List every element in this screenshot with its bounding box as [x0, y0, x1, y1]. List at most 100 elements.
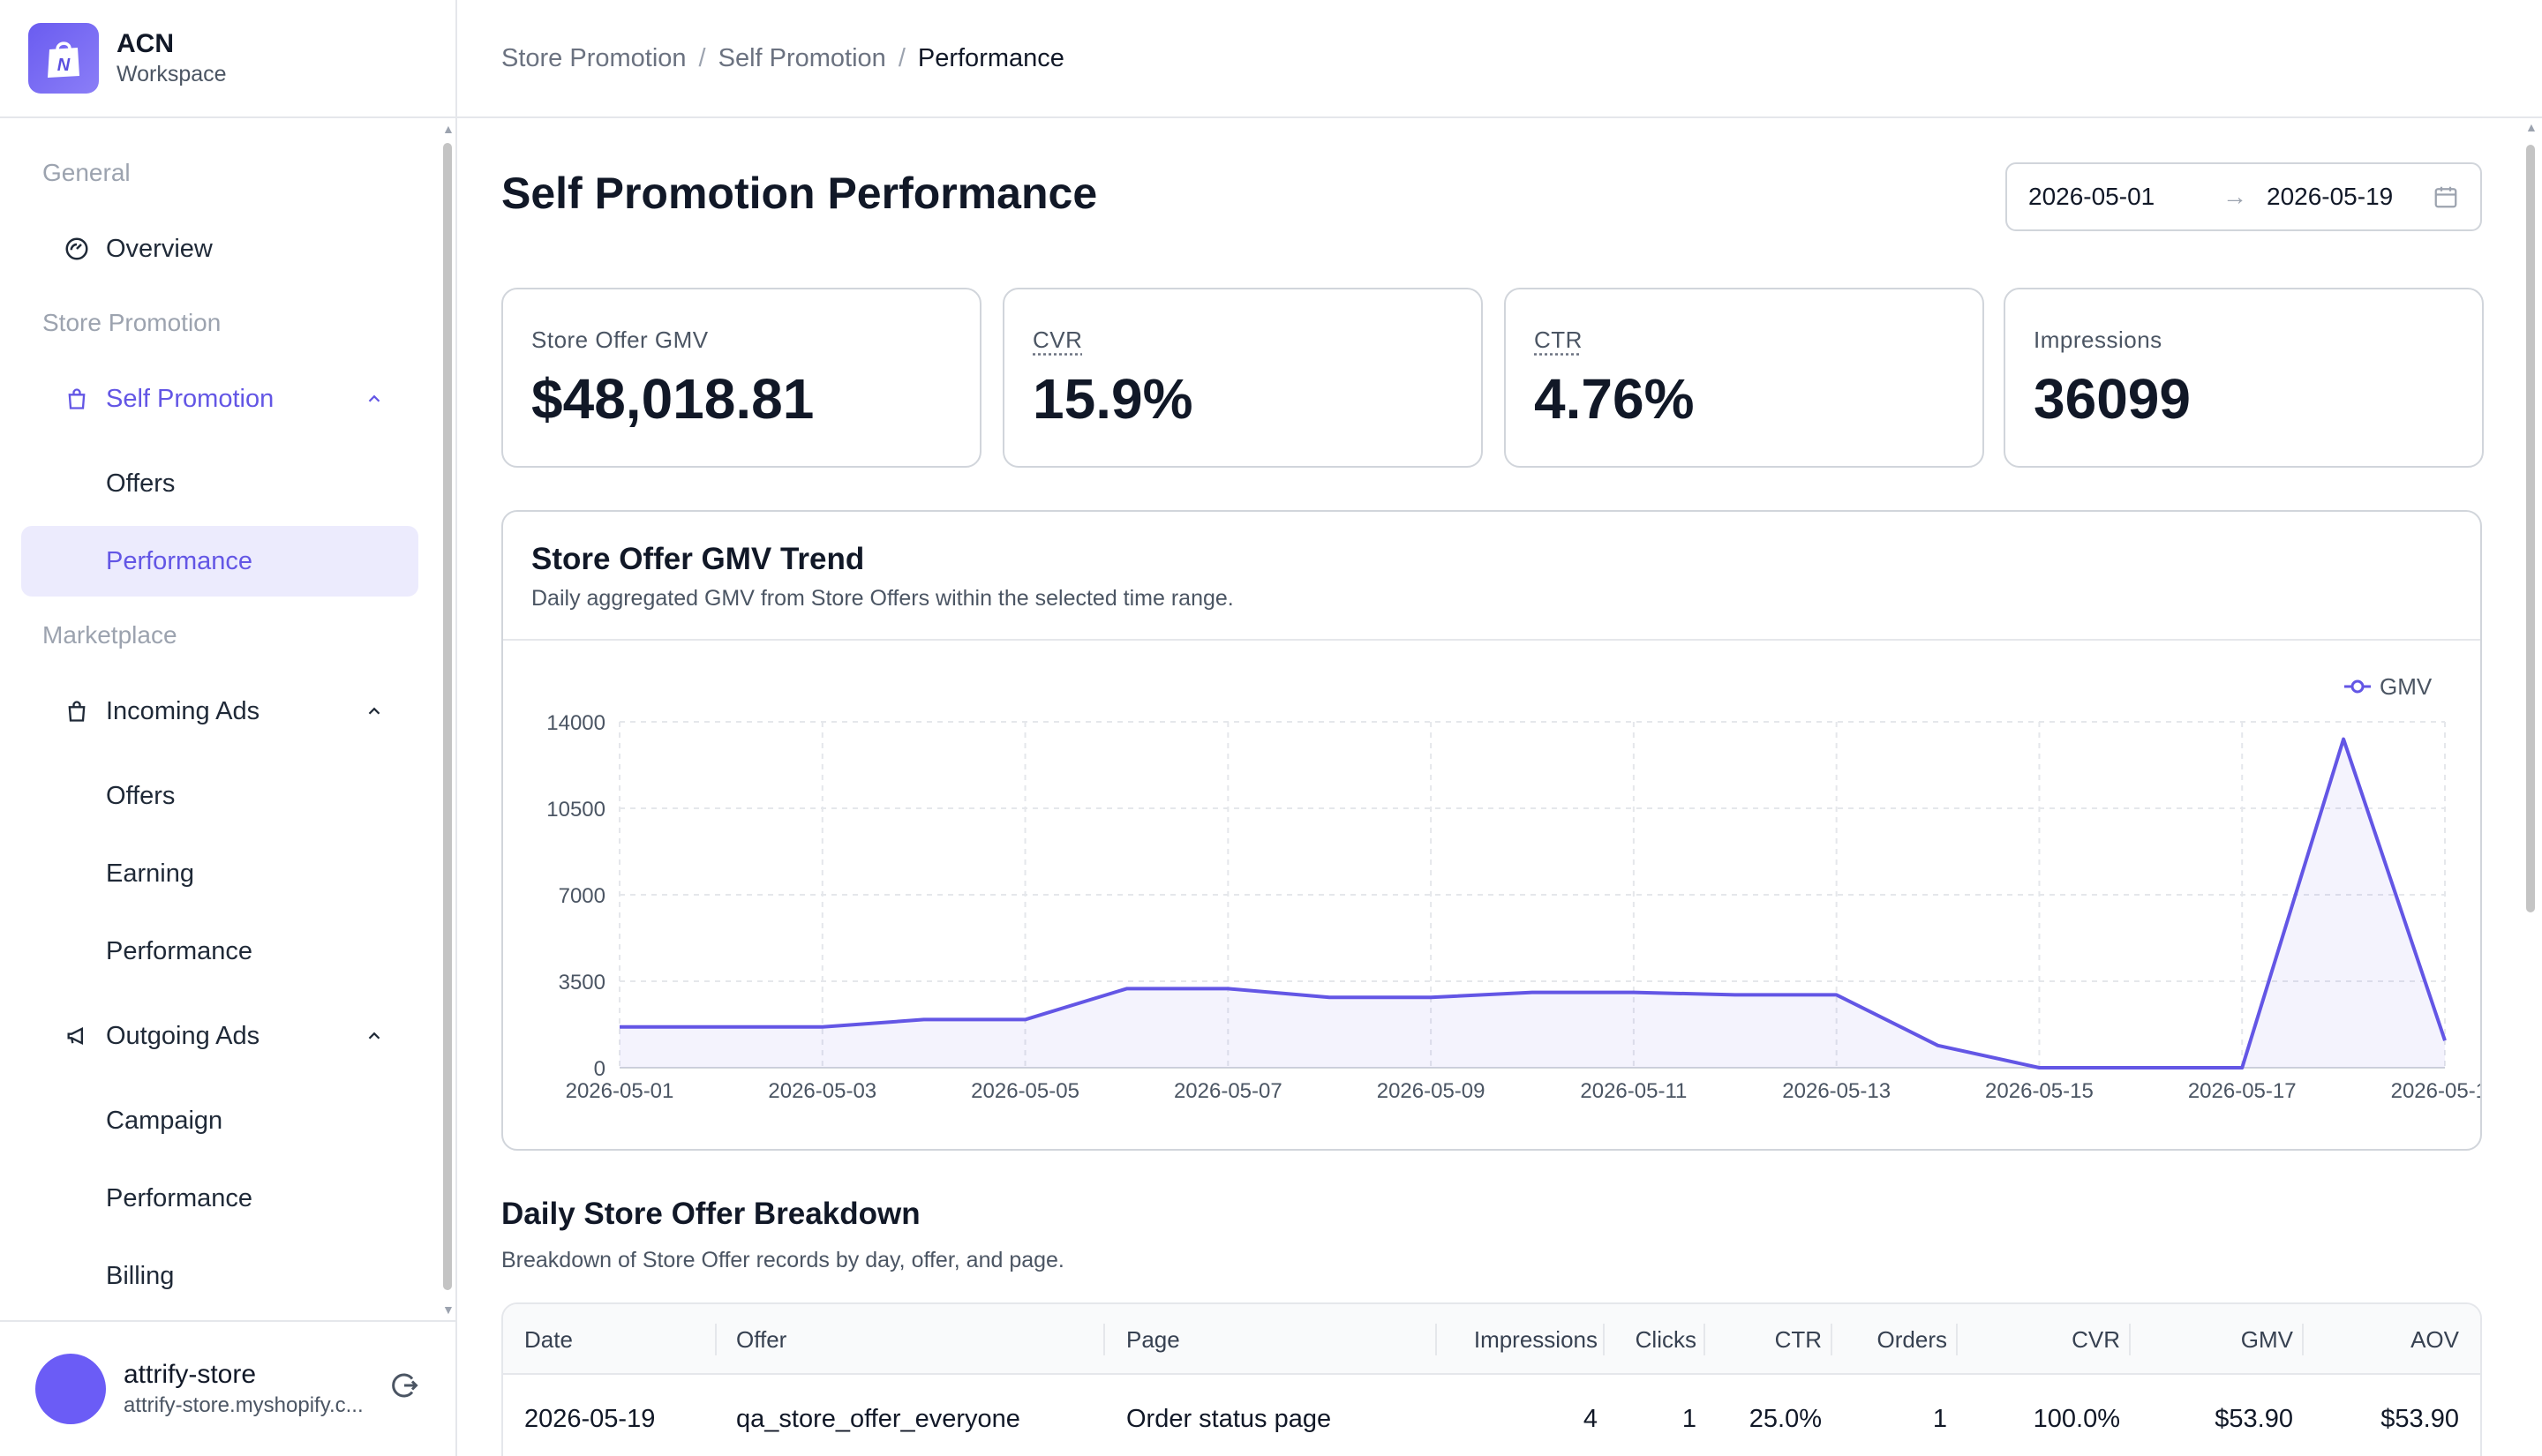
cell-offer: qa_store_offer_everyone	[736, 1375, 1020, 1456]
user-profile[interactable]: attrify-store attrify-store.myshopify.c.…	[0, 1320, 455, 1456]
column-divider[interactable]	[715, 1324, 717, 1355]
kpi-value: 15.9%	[1033, 366, 1453, 432]
kpi-label: Store Offer GMV	[531, 326, 951, 354]
breakdown-table: Date Offer Page Impressions Clicks CTR Orders C…	[501, 1302, 2482, 1456]
sidebar-item-label: Outgoing Ads	[106, 1022, 259, 1051]
cell-aov: $53.90	[2380, 1375, 2459, 1456]
breakdown-subtitle: Breakdown of Store Offer records by day,…	[501, 1248, 1064, 1273]
x-tick-label: 2026-05-13	[1782, 1079, 1891, 1103]
svg-text:N: N	[57, 56, 71, 75]
main-scrollbar[interactable]: ▲	[2521, 120, 2540, 1456]
sidebar-subitem-incoming-offers[interactable]: Offers	[21, 761, 418, 831]
breakdown-title: Daily Store Offer Breakdown	[501, 1197, 921, 1232]
column-divider[interactable]	[1831, 1324, 1832, 1355]
cell-date: 2026-05-19	[524, 1375, 655, 1456]
nav-section-marketplace: Marketplace	[42, 621, 177, 649]
user-domain: attrify-store.myshopify.c...	[124, 1392, 388, 1420]
column-divider[interactable]	[2129, 1324, 2131, 1355]
logout-icon[interactable]	[388, 1370, 424, 1405]
column-divider[interactable]	[1103, 1324, 1105, 1355]
x-tick-label: 2026-05-07	[1174, 1079, 1282, 1103]
table-row[interactable]: 2026-05-19 qa_store_offer_everyone Order s…	[503, 1375, 2480, 1456]
kpi-label[interactable]: CTR	[1534, 326, 1954, 354]
column-header-gmv[interactable]: GMV	[2241, 1304, 2293, 1375]
sidebar-subitem-outgoing-campaign[interactable]: Campaign	[21, 1085, 418, 1156]
cell-orders: 1	[1933, 1375, 1947, 1456]
breadcrumb-item-performance: Performance	[918, 44, 1064, 73]
scrollbar-thumb[interactable]	[2526, 145, 2535, 912]
sidebar-scrollbar[interactable]: ▲ ▼	[440, 118, 455, 1320]
column-header-cvr[interactable]: CVR	[2072, 1304, 2120, 1375]
sidebar-subitem-self-promotion-offers[interactable]: Offers	[21, 448, 418, 519]
gmv-trend-card: Store Offer GMV Trend Daily aggregated G…	[501, 510, 2482, 1151]
calendar-icon[interactable]	[2433, 184, 2461, 212]
sidebar-item-self-promotion[interactable]: Self Promotion	[21, 364, 418, 434]
column-header-page[interactable]: Page	[1126, 1304, 1180, 1375]
chevron-up-icon[interactable]	[362, 699, 387, 724]
end-date-input[interactable]: 2026-05-19	[2267, 183, 2393, 211]
breadcrumb: Store Promotion / Self Promotion / Perfo…	[457, 0, 2542, 118]
kpi-card-cvr: CVR 15.9%	[1003, 288, 1483, 468]
column-divider[interactable]	[2302, 1324, 2304, 1355]
page-title: Self Promotion Performance	[501, 168, 1097, 219]
brand-subtitle: Workspace	[117, 60, 227, 88]
x-tick-label: 2026-05-11	[1580, 1079, 1687, 1103]
chevron-up-icon[interactable]	[362, 1024, 387, 1048]
column-divider[interactable]	[1703, 1324, 1705, 1355]
breadcrumb-item-self-promotion[interactable]: Self Promotion	[718, 44, 886, 73]
kpi-value: 36099	[2034, 366, 2454, 432]
shopping-bag-icon	[62, 696, 92, 726]
sidebar-item-outgoing-ads[interactable]: Outgoing Ads	[21, 1001, 418, 1071]
x-tick-label: 2026-05-05	[971, 1079, 1079, 1103]
column-header-ctr[interactable]: CTR	[1775, 1304, 1822, 1375]
sidebar-subitem-outgoing-billing[interactable]: Billing	[21, 1241, 418, 1311]
kpi-value: 4.76%	[1534, 366, 1954, 432]
column-header-clicks[interactable]: Clicks	[1636, 1304, 1696, 1375]
date-range-picker[interactable]: 2026-05-01 → 2026-05-19	[2005, 162, 2482, 231]
column-divider[interactable]	[1956, 1324, 1958, 1355]
chart-title: Store Offer GMV Trend	[531, 542, 2452, 577]
y-tick-label: 3500	[559, 971, 605, 994]
kpi-card-impressions: Impressions 36099	[2004, 288, 2484, 468]
brand[interactable]: N ACN Workspace	[0, 0, 455, 118]
y-tick-label: 14000	[546, 711, 605, 735]
y-tick-label: 0	[594, 1057, 605, 1081]
kpi-label: Impressions	[2034, 326, 2454, 354]
sidebar-subitem-incoming-performance[interactable]: Performance	[21, 916, 418, 987]
kpi-value: $48,018.81	[531, 366, 951, 432]
column-header-orders[interactable]: Orders	[1877, 1304, 1947, 1375]
column-divider[interactable]	[1603, 1324, 1605, 1355]
shopping-bag-icon: N	[28, 23, 99, 94]
sidebar-item-overview[interactable]: Overview	[21, 214, 418, 284]
chevron-up-icon[interactable]	[362, 387, 387, 411]
scroll-down-arrow-icon[interactable]: ▼	[442, 1302, 455, 1317]
x-tick-label: 2026-05-01	[566, 1079, 674, 1103]
sidebar-subitem-incoming-earning[interactable]: Earning	[21, 838, 418, 909]
sidebar-nav: General Overview Store Promotion Self Pr…	[0, 118, 441, 1320]
breadcrumb-item-store-promotion[interactable]: Store Promotion	[501, 44, 687, 73]
megaphone-icon	[62, 1021, 92, 1051]
column-header-date[interactable]: Date	[524, 1304, 573, 1375]
x-tick-label: 2026-05-17	[2188, 1079, 2297, 1103]
column-header-offer[interactable]: Offer	[736, 1304, 786, 1375]
y-tick-label: 7000	[559, 884, 605, 908]
column-header-impressions[interactable]: Impressions	[1474, 1304, 1598, 1375]
scroll-up-arrow-icon[interactable]: ▲	[442, 122, 455, 136]
arrow-right-icon: →	[2214, 183, 2256, 211]
column-divider[interactable]	[1435, 1324, 1437, 1355]
kpi-label[interactable]: CVR	[1033, 326, 1453, 354]
cell-clicks: 1	[1682, 1375, 1696, 1456]
scrollbar-thumb[interactable]	[443, 143, 452, 1290]
sidebar-subitem-outgoing-performance[interactable]: Performance	[21, 1163, 418, 1234]
x-tick-label: 2026-05-03	[768, 1079, 876, 1103]
scroll-up-arrow-icon[interactable]: ▲	[2525, 120, 2538, 134]
sidebar-item-incoming-ads[interactable]: Incoming Ads	[21, 676, 418, 747]
x-tick-label: 2026-05-09	[1377, 1079, 1485, 1103]
start-date-input[interactable]: 2026-05-01	[2028, 183, 2214, 211]
sidebar-subitem-self-promotion-performance[interactable]: Performance	[21, 526, 418, 597]
series-area-gmv	[620, 739, 2445, 1068]
column-header-aov[interactable]: AOV	[2410, 1304, 2459, 1375]
avatar[interactable]	[35, 1354, 106, 1424]
x-tick-label: 2026-05-19	[2391, 1079, 2480, 1103]
gmv-trend-chart[interactable]: 0 3500 7000 10500 14000 2026-05-01 2026-05-03 2…	[503, 642, 2480, 1149]
